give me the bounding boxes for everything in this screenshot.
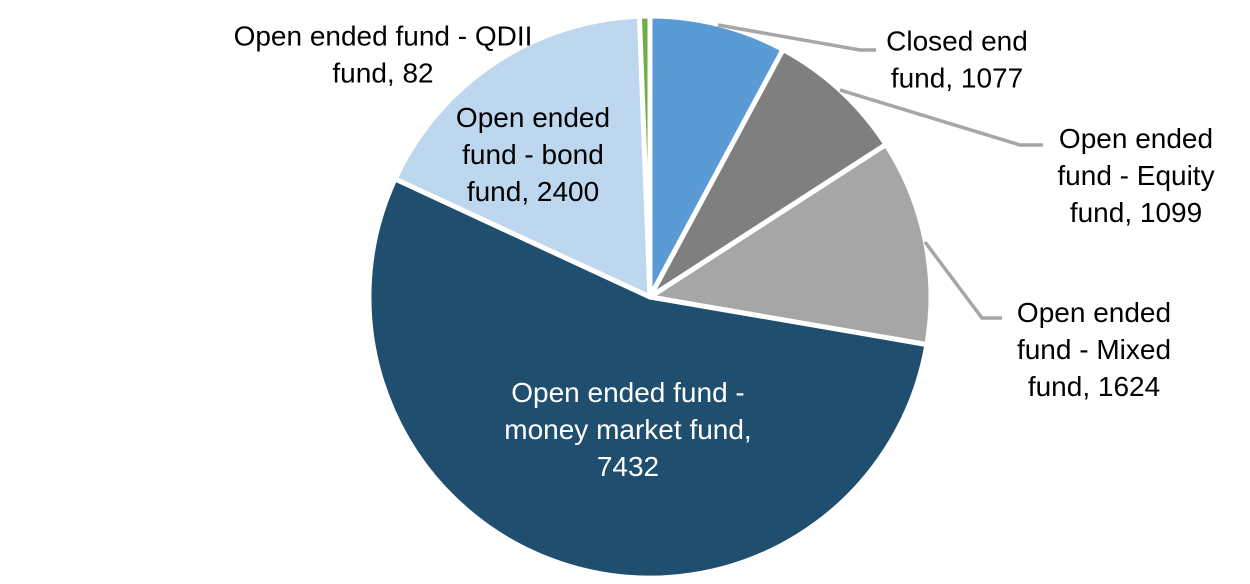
pie-slice-open-ended-fund-money-market-fund	[366, 176, 930, 581]
slice-label-open-ended-fund-qdii-fund: Open ended fund - QDII fund, 82	[234, 21, 533, 89]
slice-label-open-ended-fund-equity-fund: Open ended fund - Equity fund, 1099	[1057, 123, 1214, 228]
pie-slice-open-ended-fund-qdii-fund	[636, 13, 653, 300]
leader-line-closed-end-fund	[717, 23, 876, 52]
pie-slice-open-ended-fund-bond-fund	[392, 13, 653, 300]
slice-label-open-ended-fund-bond-fund: Open ended fund - bond fund, 2400	[456, 102, 610, 207]
slice-label-open-ended-fund-mixed-fund: Open ended fund - Mixed fund, 1624	[1017, 297, 1171, 402]
leader-line-open-ended-fund-mixed-fund	[923, 240, 1002, 320]
slice-label-closed-end-fund: Closed end fund, 1077	[886, 26, 1028, 94]
pie-slice-open-ended-fund-mixed-fund	[647, 142, 934, 348]
leader-line-open-ended-fund-equity-fund	[839, 88, 1043, 147]
slice-label-open-ended-fund-money-market-fund: Open ended fund -money market fund, 7432	[504, 377, 751, 482]
